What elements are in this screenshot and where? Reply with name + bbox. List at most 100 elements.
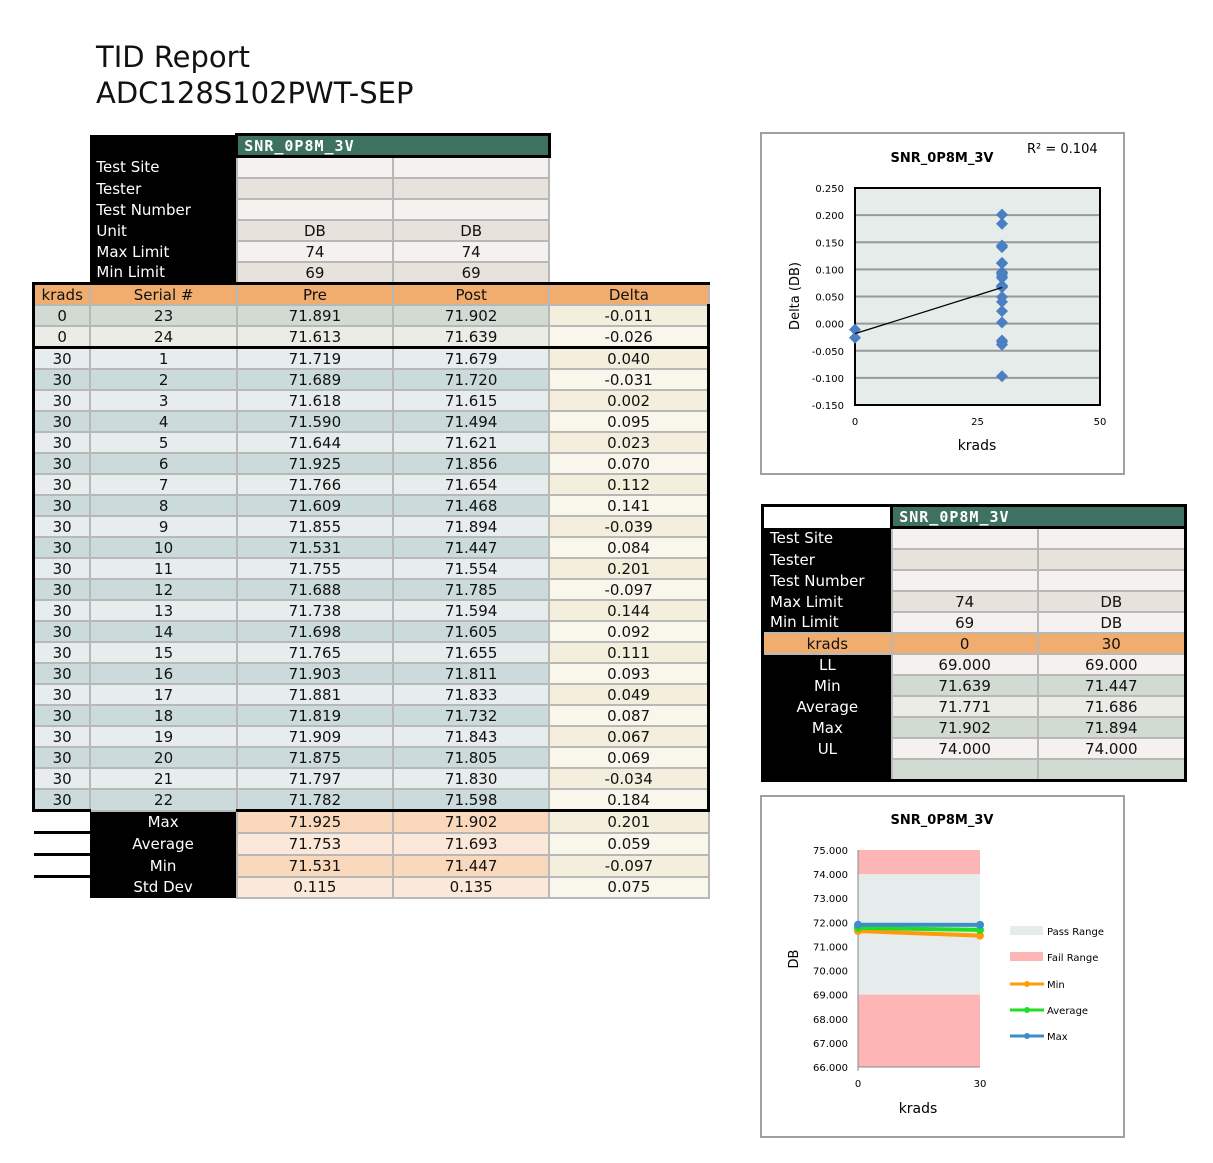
summary-post: 71.693 — [392, 831, 551, 856]
stat-value — [1036, 758, 1187, 782]
delta-cell: 0.084 — [548, 536, 711, 559]
summary-label: Std Dev — [90, 876, 237, 898]
serial-cell: 1 — [89, 346, 238, 370]
legend-swatch — [1010, 926, 1043, 935]
meta-value: 69 — [235, 261, 395, 285]
meta-label: Test Site — [762, 527, 892, 549]
serial-cell: 13 — [89, 599, 238, 622]
meta-label: Test Number — [90, 199, 237, 220]
stat-row: LL 69.000 69.000 — [762, 653, 1187, 676]
data-point — [996, 208, 1008, 221]
meta-row: Test Site — [762, 526, 1187, 550]
data-point — [996, 316, 1008, 329]
summary-label: Min — [90, 854, 237, 877]
post-cell: 71.830 — [392, 767, 551, 790]
delta-cell: 0.069 — [548, 746, 711, 769]
delta-cell: -0.034 — [548, 767, 711, 790]
krads-cell: 30 — [32, 515, 92, 538]
trendline — [854, 286, 1003, 335]
meta-label: Unit — [90, 220, 237, 241]
meta-value: 74 — [235, 240, 395, 263]
legend-swatch — [1010, 952, 1043, 961]
krads-cell: 30 — [32, 452, 92, 475]
post-cell: 71.811 — [392, 662, 551, 685]
y-tick-label: 66.000 — [813, 1063, 848, 1074]
table-row: 30 15 71.765 71.655 0.111 — [32, 641, 711, 664]
meta-value — [235, 198, 395, 221]
table-row: 30 14 71.698 71.605 0.092 — [32, 620, 711, 643]
legend-marker — [1024, 981, 1030, 987]
stat-value: 71.639 — [890, 674, 1039, 697]
y-axis-label: Delta (DB) — [788, 262, 803, 330]
pre-cell: 71.782 — [235, 788, 395, 812]
pre-cell: 71.765 — [235, 641, 395, 664]
stat-value: 71.771 — [890, 695, 1039, 718]
y-tick-label: 72.000 — [813, 918, 848, 929]
meta-value — [392, 198, 551, 221]
pre-cell: 71.875 — [235, 746, 395, 769]
krads-cell: 0 — [32, 325, 92, 349]
krads-cell: 30 — [32, 746, 92, 769]
meta-row: Tester — [33, 177, 709, 200]
x-tick-label: 50 — [1094, 417, 1107, 428]
krads-cell: 30 — [32, 431, 92, 454]
summary-pre: 71.531 — [235, 853, 395, 878]
krads-cell: 30 — [32, 346, 92, 370]
pre-cell: 71.644 — [235, 431, 395, 454]
pre-cell: 71.766 — [235, 473, 395, 496]
stat-row: Max 71.902 71.894 — [762, 716, 1187, 739]
post-cell: 71.856 — [392, 452, 551, 475]
post-cell: 71.805 — [392, 746, 551, 769]
data-point — [996, 257, 1008, 270]
table-row: 30 20 71.875 71.805 0.069 — [32, 746, 711, 769]
summary-row: Std Dev 0.115 0.135 0.075 — [33, 875, 710, 899]
serial-cell: 3 — [89, 389, 238, 412]
stat-row — [762, 758, 1187, 782]
meta-value — [1036, 526, 1187, 550]
krads-cell: 30 — [32, 599, 92, 622]
stat-label: LL — [762, 654, 892, 675]
stat-label: UL — [762, 738, 892, 759]
table-row: 30 4 71.590 71.494 0.095 — [32, 410, 711, 433]
serial-cell: 12 — [89, 578, 238, 601]
column-header: Delta — [548, 282, 710, 306]
serial-cell: 23 — [89, 304, 238, 327]
legend-label: Fail Range — [1047, 953, 1098, 964]
serial-cell: 10 — [89, 536, 238, 559]
post-cell: 71.468 — [392, 494, 551, 517]
x-tick-label: 0 — [855, 1079, 861, 1090]
post-cell: 71.732 — [392, 704, 551, 727]
parameter-header: SNR_0P8M_3V — [890, 504, 1187, 529]
y-tick-label: 71.000 — [813, 942, 848, 953]
post-cell: 71.621 — [392, 431, 551, 454]
table-row: 30 5 71.644 71.621 0.023 — [32, 431, 711, 454]
stat-value: 71.447 — [1036, 674, 1187, 697]
serial-cell: 7 — [89, 473, 238, 496]
pre-cell: 71.719 — [235, 346, 395, 370]
main-data-table: SNR_0P8M_3V Test Site Tester Test Number Uni… — [32, 133, 711, 899]
summary-post: 71.902 — [392, 809, 551, 834]
delta-cell: -0.011 — [548, 304, 711, 327]
meta-value: DB — [392, 219, 551, 242]
meta-row: Max Limit 74 74 — [33, 240, 709, 263]
chart-title: SNR_0P8M_3V — [891, 813, 994, 828]
krads-cell: 30 — [32, 536, 92, 559]
meta-row: Test Number — [33, 198, 709, 221]
post-cell: 71.843 — [392, 725, 551, 748]
stat-label: Max — [762, 717, 892, 738]
pre-cell: 71.903 — [235, 662, 395, 685]
data-point — [996, 370, 1008, 383]
data-point — [996, 270, 1008, 283]
data-point — [996, 280, 1008, 293]
table-row: 30 8 71.609 71.468 0.141 — [32, 494, 711, 517]
krads-cell: 30 — [32, 410, 92, 433]
delta-cell: 0.144 — [548, 599, 711, 622]
table-row: 30 11 71.755 71.554 0.201 — [32, 557, 711, 580]
meta-value: DB — [1036, 611, 1187, 634]
summary-delta: -0.097 — [548, 853, 710, 878]
meta-label: Test Site — [90, 156, 237, 178]
krads-cell: 30 — [32, 641, 92, 664]
krads-cell: 0 — [32, 304, 92, 327]
post-cell: 71.902 — [392, 304, 551, 327]
serial-cell: 19 — [89, 725, 238, 748]
